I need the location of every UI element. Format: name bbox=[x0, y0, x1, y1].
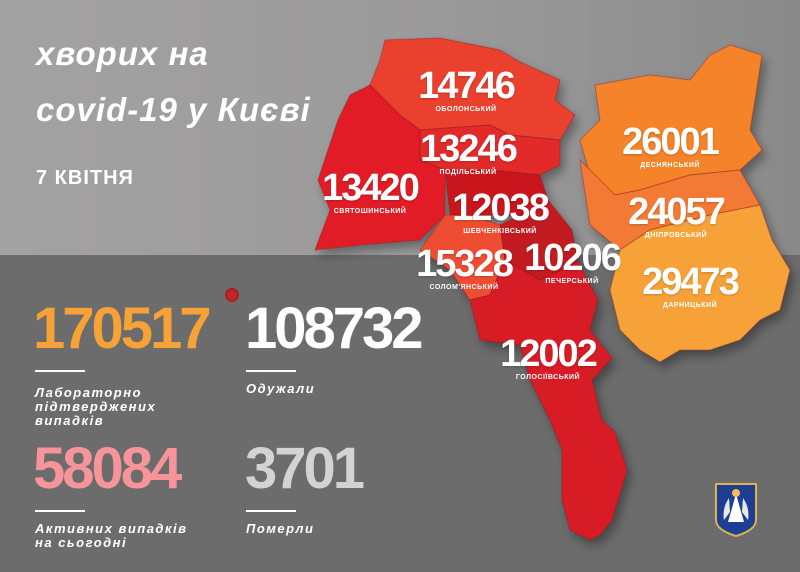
district-label-sviatoshynskyi: СВЯТОШИНСЬКИЙ bbox=[333, 208, 407, 215]
confirmed-cases-value: 170517 bbox=[33, 296, 212, 361]
district-podilskyi bbox=[419, 124, 561, 176]
district-label-podilskyi: ПОДІЛЬСЬКИЙ bbox=[439, 169, 497, 176]
report-date: 7 КВІТНЯ bbox=[36, 167, 134, 189]
kyiv-coat-of-arms-icon bbox=[715, 483, 757, 538]
title-line-2: covid-19 у Києві bbox=[36, 91, 311, 128]
district-cases-solomianskyi: 15328 bbox=[416, 243, 514, 285]
district-label-desnianskyi: ДЕСНЯНСЬКИЙ bbox=[640, 162, 700, 169]
district-label-obolonskyi: ОБОЛОНСЬКИЙ bbox=[435, 106, 497, 113]
label-line: на сьогодні bbox=[35, 535, 128, 550]
label-line: Активних випадків bbox=[35, 521, 188, 536]
district-label-darnytskyi: ДАРНИЦЬКИЙ bbox=[662, 302, 718, 309]
active-cases-label: Активних випадків на сьогодні bbox=[35, 522, 188, 550]
district-label-dniprovskyi: ДНІПРОВСЬКИЙ bbox=[644, 232, 708, 239]
divider bbox=[35, 510, 85, 512]
district-cases-dniprovskyi: 24057 bbox=[628, 191, 726, 233]
district-holosiivskyi bbox=[469, 259, 628, 541]
label-line: випадків bbox=[35, 413, 105, 428]
divider bbox=[246, 510, 296, 512]
label-line: Лабораторно bbox=[35, 385, 143, 400]
title-line-1: хворих на bbox=[36, 35, 209, 72]
confirmed-cases-label: Лабораторно підтверджених випадків bbox=[35, 386, 156, 428]
recovered-label: Одужали bbox=[246, 381, 316, 396]
divider bbox=[246, 370, 296, 372]
active-cases-value: 58084 bbox=[33, 436, 182, 501]
district-label-holosiivskyi: ГОЛОСІЇВСЬКИЙ bbox=[515, 374, 581, 381]
district-cases-darnytskyi: 29473 bbox=[642, 261, 740, 303]
district-cases-sviatoshynskyi: 13420 bbox=[322, 167, 420, 209]
district-darnytskyi bbox=[609, 204, 791, 363]
recovered-value: 108732 bbox=[245, 296, 424, 361]
district-cases-obolonskyi: 14746 bbox=[418, 65, 516, 107]
virus-icon bbox=[225, 288, 239, 302]
district-cases-desnianskyi: 26001 bbox=[622, 121, 720, 163]
deaths-value: 3701 bbox=[245, 436, 365, 501]
district-cases-shevchenkivskyi: 12038 bbox=[452, 187, 550, 229]
district-cases-pecherskyi: 10206 bbox=[524, 237, 622, 279]
divider bbox=[35, 370, 85, 372]
page-title: хворих на covid-19 у Києві bbox=[36, 26, 311, 138]
district-label-solomianskyi: СОЛОМ'ЯНСЬКИЙ bbox=[429, 284, 499, 291]
label-line: підтверджених bbox=[35, 399, 157, 414]
district-desnianskyi bbox=[579, 44, 763, 196]
district-cases-podilskyi: 13246 bbox=[420, 128, 518, 170]
district-cases-holosiivskyi: 12002 bbox=[500, 333, 598, 375]
district-label-shevchenkivskyi: ШЕВЧЕНКІВСЬКИЙ bbox=[463, 228, 537, 235]
district-label-pecherskyi: ПЕЧЕРСЬКИЙ bbox=[545, 278, 599, 285]
deaths-label: Померли bbox=[246, 521, 315, 536]
